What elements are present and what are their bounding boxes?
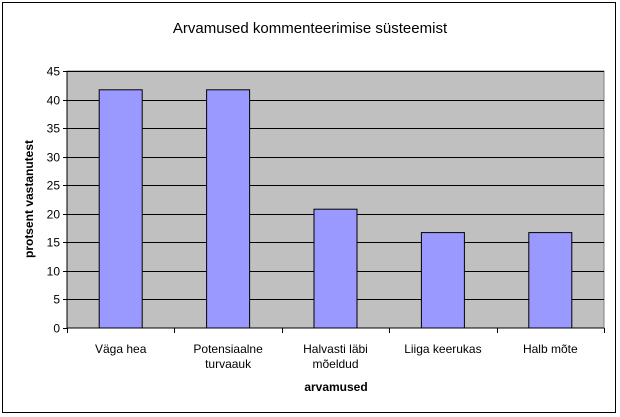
y-tick-label: 10 bbox=[47, 265, 61, 279]
y-tick-label: 25 bbox=[47, 179, 61, 193]
chart-title: Arvamused kommenteerimise süsteemist bbox=[173, 20, 448, 37]
y-tick-label: 45 bbox=[47, 65, 61, 79]
bar bbox=[98, 89, 143, 329]
y-tick-label: 35 bbox=[47, 122, 61, 136]
bar bbox=[206, 89, 251, 329]
bar bbox=[420, 232, 465, 329]
bars bbox=[98, 89, 573, 329]
bar bbox=[313, 208, 358, 329]
y-tick-label: 30 bbox=[47, 151, 61, 165]
y-axis-title: protsent vastanutest bbox=[22, 140, 36, 258]
x-axis-ticks: Väga hea Potensiaalne turvaauk Halvasti läb… bbox=[67, 328, 605, 371]
bar bbox=[528, 232, 573, 329]
x-tick-label: Liiga keerukas bbox=[404, 342, 481, 356]
y-tick-label: 0 bbox=[53, 322, 60, 336]
x-tick-label: Halvasti läbi mõeldud bbox=[303, 342, 368, 371]
y-tick-label: 5 bbox=[53, 293, 60, 307]
x-tick-label: Halb mõte bbox=[523, 342, 578, 356]
x-tick-label: Väga hea bbox=[95, 342, 147, 356]
y-tick-label: 15 bbox=[47, 236, 61, 250]
y-axis-ticks: 0 5 10 15 20 25 30 35 40 45 bbox=[47, 65, 67, 336]
y-tick-label: 20 bbox=[47, 208, 61, 222]
x-axis-title: arvamused bbox=[304, 380, 367, 394]
y-tick-label: 40 bbox=[47, 94, 61, 108]
x-tick-label: Potensiaalne turvaauk bbox=[193, 342, 263, 371]
